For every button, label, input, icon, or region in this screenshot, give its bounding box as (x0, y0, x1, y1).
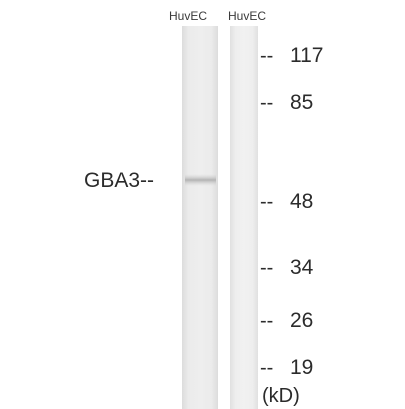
marker-value: 19 (290, 356, 314, 379)
lane-label-huvec-2: HuvEC (228, 9, 267, 23)
gba3-band (185, 174, 216, 186)
lane-2 (230, 26, 258, 409)
mw-marker-34: -- 34 (260, 256, 313, 280)
marker-value: 85 (290, 91, 314, 114)
marker-value: 48 (290, 190, 314, 213)
unit-label-kd: (kD) (262, 385, 300, 407)
mw-marker-19: -- 19 (260, 356, 313, 380)
lane-label-huvec-1: HuvEC (169, 9, 208, 23)
marker-value: 34 (290, 256, 314, 279)
mw-marker-117: -- 117 (260, 44, 323, 68)
marker-tick: -- (260, 256, 274, 279)
marker-tick: -- (260, 91, 274, 114)
marker-tick: -- (260, 190, 274, 213)
band-label-gba3: GBA3-- (84, 169, 155, 192)
marker-tick: -- (260, 356, 274, 379)
mw-marker-85: -- 85 (260, 91, 313, 115)
marker-value: 26 (290, 309, 314, 332)
mw-marker-26: -- 26 (260, 309, 313, 333)
mw-marker-48: -- 48 (260, 190, 313, 214)
marker-value: 117 (290, 44, 324, 67)
marker-tick: -- (260, 309, 274, 332)
marker-tick: -- (260, 44, 274, 67)
lane-1 (182, 26, 218, 409)
